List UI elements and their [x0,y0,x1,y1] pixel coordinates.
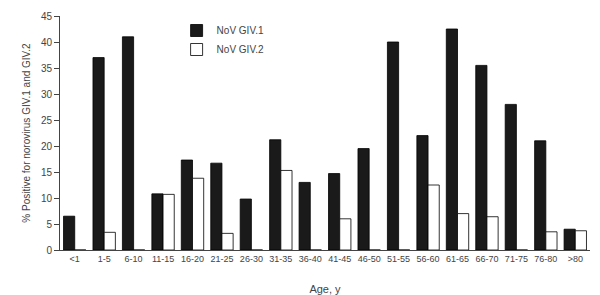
svg-text:36-40: 36-40 [299,254,322,264]
svg-text:20: 20 [41,141,53,152]
svg-text:25: 25 [41,115,53,126]
svg-text:5: 5 [46,219,52,230]
svg-text:76-80: 76-80 [534,254,557,264]
svg-text:26-30: 26-30 [240,254,263,264]
svg-text:1-5: 1-5 [98,254,111,264]
svg-text:15: 15 [41,167,53,178]
svg-text:35: 35 [41,63,53,74]
svg-text:46-50: 46-50 [358,254,381,264]
svg-text:51-55: 51-55 [387,254,410,264]
svg-text:<1: <1 [70,254,80,264]
svg-text:>80: >80 [568,254,583,264]
svg-text:% Positive for norovirus GIV.1: % Positive for norovirus GIV.1 and GIV.2 [21,43,32,223]
svg-text:10: 10 [41,193,53,204]
svg-text:6-10: 6-10 [125,254,143,264]
svg-text:56-60: 56-60 [417,254,440,264]
svg-text:0: 0 [46,245,52,256]
svg-text:31-35: 31-35 [269,254,292,264]
svg-text:21-25: 21-25 [210,254,233,264]
svg-text:45: 45 [41,11,53,22]
svg-text:11-15: 11-15 [152,254,174,264]
svg-text:NoV GIV.1: NoV GIV.1 [217,25,264,36]
svg-text:61-65: 61-65 [446,254,469,264]
svg-text:NoV GIV.2: NoV GIV.2 [217,44,264,55]
svg-text:66-70: 66-70 [475,254,498,264]
svg-text:40: 40 [41,37,53,48]
svg-text:Age, y: Age, y [309,283,341,295]
svg-text:30: 30 [41,89,53,100]
svg-text:41-45: 41-45 [328,254,351,264]
svg-text:71-75: 71-75 [505,254,528,264]
svg-text:16-20: 16-20 [181,254,204,264]
